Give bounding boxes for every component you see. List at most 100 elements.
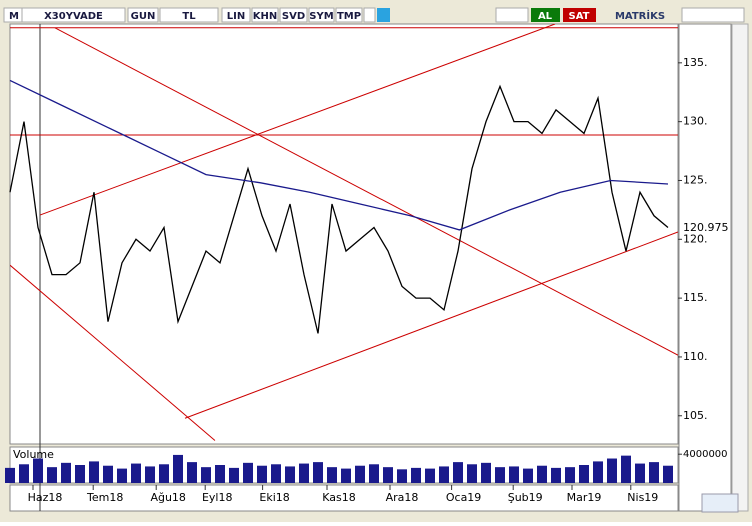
sell-label: SAT <box>569 11 590 22</box>
price-line <box>9 84 669 334</box>
volume-bar <box>75 465 85 483</box>
volume-bar <box>327 467 337 483</box>
toolbar-button[interactable] <box>221 7 251 23</box>
icon-buttons[interactable] <box>495 7 529 23</box>
volume-bar <box>635 463 645 483</box>
volume-bar <box>313 462 323 483</box>
toolbar-label: X30YVADE <box>44 11 103 22</box>
twitter-button[interactable] <box>377 8 390 22</box>
x-tick-label: Ara18 <box>386 491 419 504</box>
volume-bar <box>509 466 519 483</box>
volume-bar <box>649 462 659 483</box>
y-tick-label: 120. <box>683 232 708 245</box>
toolbar-label: SVD <box>282 11 305 22</box>
window-buttons[interactable] <box>681 7 745 23</box>
toolbar-button[interactable] <box>251 7 279 23</box>
volume-bar <box>229 467 239 483</box>
volume-bar <box>579 465 589 483</box>
volume-bar <box>551 467 561 483</box>
toolbar-button[interactable] <box>127 7 159 23</box>
refresh-button[interactable] <box>701 493 739 513</box>
toolbar-label: SYM <box>309 11 333 22</box>
x-tick-label: Tem18 <box>86 491 123 504</box>
toolbar-button[interactable] <box>308 7 335 23</box>
sell-button[interactable] <box>563 8 596 22</box>
toolbar-label: LIN <box>227 11 245 22</box>
volume-bar <box>663 465 673 483</box>
trend-line <box>39 24 556 216</box>
x-tick-label: Mar19 <box>567 491 602 504</box>
last-price: 120.975 <box>683 221 729 234</box>
y-tick-label: 105. <box>683 409 708 422</box>
volume-bar <box>593 461 603 483</box>
volume-bar <box>607 458 617 483</box>
volume-bar <box>117 468 127 483</box>
x-tick-label: Ağu18 <box>150 491 185 504</box>
volume-bar <box>299 463 309 483</box>
volume-bar <box>537 465 547 483</box>
volume-bar <box>439 466 449 483</box>
price-panel <box>9 23 679 445</box>
buy-label: AL <box>538 11 553 22</box>
volume-bar <box>383 467 393 483</box>
volume-bar <box>355 465 365 483</box>
buy-button[interactable] <box>531 8 560 22</box>
x-tick-label: Eki18 <box>259 491 289 504</box>
volume-bar <box>243 462 253 483</box>
volume-bar <box>5 467 15 483</box>
logo: MATRİKS <box>615 8 665 22</box>
volume-bar <box>173 454 183 483</box>
volume-bar <box>103 465 113 483</box>
volume-bar <box>425 468 435 483</box>
volume-bar <box>397 469 407 483</box>
trend-line <box>184 231 678 419</box>
toolbar-button[interactable] <box>159 7 219 23</box>
volume-bar <box>369 464 379 483</box>
volume-bar <box>187 462 197 483</box>
toolbar-button[interactable] <box>279 7 308 23</box>
y-tick-label: 110. <box>683 350 708 363</box>
scrollbar[interactable] <box>731 23 749 512</box>
x-tick-label: Şub19 <box>508 491 543 504</box>
volume-tick-label: 4000000 <box>683 449 728 460</box>
y-tick-label: 135. <box>683 56 708 69</box>
toolbar-label: GUN <box>131 11 156 22</box>
volume-bar <box>467 464 477 483</box>
toolbar-label: TMP <box>337 11 361 22</box>
toolbar-label: TL <box>182 11 196 22</box>
volume-bar <box>215 465 225 483</box>
x-tick-label: Haz18 <box>28 491 63 504</box>
x-tick-label: Nis19 <box>627 491 658 504</box>
volume-bar <box>19 464 29 483</box>
toolbar-button[interactable] <box>335 7 363 23</box>
toolbar-button[interactable] <box>21 7 126 23</box>
volume-bar <box>495 467 505 483</box>
x-tick-label: Kas18 <box>322 491 356 504</box>
volume-bar <box>341 468 351 483</box>
volume-bar <box>565 467 575 483</box>
x-axis-panel <box>9 484 679 512</box>
y-axis-panel <box>678 23 732 512</box>
volume-bar <box>159 464 169 483</box>
volume-bar <box>481 462 491 483</box>
y-tick-label: 130. <box>683 115 708 128</box>
toolbar <box>363 7 745 23</box>
toolbar-label: KHN <box>253 11 278 22</box>
x-tick-label: Eyl18 <box>202 491 233 504</box>
volume-bar <box>131 463 141 483</box>
x-tick-label: Oca19 <box>446 491 481 504</box>
volume-bar <box>257 465 267 483</box>
volume-bar <box>201 467 211 483</box>
volume-bar <box>523 468 533 483</box>
volume-bar <box>271 464 281 483</box>
volume-bar <box>621 455 631 483</box>
dropdown[interactable] <box>363 7 376 23</box>
volume-bar <box>145 466 155 483</box>
y-tick-label: 125. <box>683 173 708 186</box>
trend-line <box>10 264 216 441</box>
volume-bar <box>89 461 99 483</box>
toolbar-label: M <box>9 11 19 22</box>
volume-bar <box>47 467 57 483</box>
trend-line <box>54 27 678 356</box>
